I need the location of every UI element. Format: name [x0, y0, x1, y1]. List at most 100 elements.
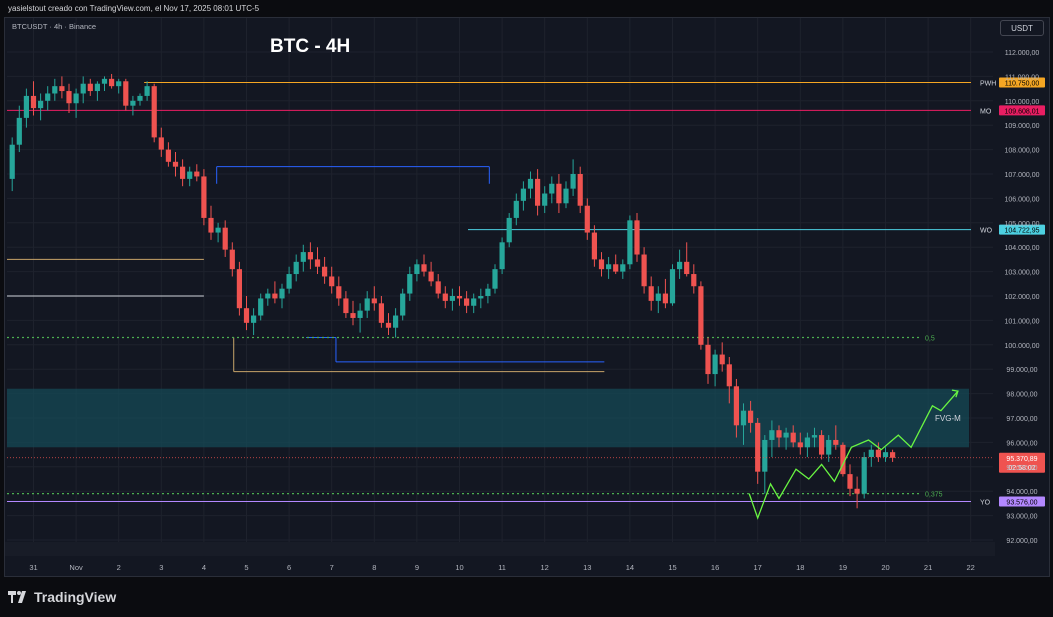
- currency-selector[interactable]: USDT: [1000, 20, 1044, 36]
- candle-body: [591, 232, 597, 260]
- candle-body: [740, 410, 747, 426]
- candle-body: [187, 171, 193, 179]
- candle-body: [655, 293, 661, 301]
- candle-body: [172, 161, 179, 167]
- x-tick-label: 5: [244, 563, 248, 572]
- chart-canvas[interactable]: FVG-M PWH 110.750,00 MO 109.608,01 WO 104.722,…: [5, 18, 1049, 576]
- candle-body: [882, 452, 889, 458]
- tradingview-logo[interactable]: TradingView: [8, 589, 116, 605]
- level-label-pwh: PWH: [980, 81, 996, 88]
- candle-body: [151, 86, 157, 138]
- x-tick-label: 17: [754, 563, 762, 572]
- candle-body: [435, 281, 441, 294]
- candle-body: [144, 86, 150, 96]
- candle-body: [59, 86, 65, 92]
- tradingview-icon: [8, 591, 26, 603]
- candle-body: [350, 313, 356, 318]
- candle-body: [677, 261, 683, 270]
- y-tick-label: 111.000,00: [1005, 74, 1039, 81]
- x-tick-label: 10: [455, 563, 463, 572]
- candle-body: [286, 274, 292, 289]
- y-tick-label: 100.000,00: [1004, 343, 1039, 350]
- level-price-label: 104.722,95: [1004, 228, 1039, 235]
- candle-body: [641, 254, 647, 287]
- candle-body: [265, 293, 271, 299]
- candle-body: [385, 322, 392, 328]
- x-tick-label: 22: [967, 563, 975, 572]
- candle-body: [797, 442, 803, 448]
- candle-body: [421, 264, 427, 272]
- y-tick-label: 105.000,00: [1004, 221, 1039, 228]
- candle-body: [485, 288, 491, 296]
- candle-body: [364, 298, 370, 311]
- candle-body: [272, 293, 278, 299]
- x-tick-label: 6: [287, 563, 291, 572]
- candle-body: [755, 422, 761, 472]
- candle-body: [513, 200, 519, 218]
- candle-body: [329, 276, 335, 287]
- candle-body: [840, 444, 846, 475]
- countdown-label: 02:58:02: [1008, 465, 1035, 472]
- candle-body: [80, 83, 86, 94]
- chart-title: BTC - 4H: [270, 36, 351, 57]
- y-tick-label: 110.000,00: [1005, 99, 1040, 106]
- projection-arrowhead: [951, 389, 959, 398]
- candle-body: [243, 308, 250, 323]
- candle-body: [94, 83, 100, 92]
- candle-body: [208, 217, 214, 233]
- x-tick-label: 20: [881, 563, 889, 572]
- level-price-tag: [999, 496, 1045, 507]
- y-tick-label: 108.000,00: [1004, 148, 1039, 155]
- candle-body: [101, 78, 108, 84]
- candle-body: [527, 178, 534, 189]
- candle-body: [449, 296, 455, 301]
- candle-body: [804, 437, 810, 448]
- candle-body: [222, 227, 228, 250]
- candle-body: [471, 298, 477, 306]
- candle-body: [769, 430, 775, 440]
- y-tick-label: 104.000,00: [1004, 245, 1039, 252]
- x-tick-label: 13: [583, 563, 591, 572]
- candle-body: [109, 78, 115, 87]
- candle-body: [726, 364, 732, 387]
- candle-body: [393, 315, 399, 328]
- y-tick-label: 97.000,00: [1006, 416, 1037, 423]
- candle-body: [414, 264, 420, 275]
- level-price-label: 93.576,00: [1006, 500, 1037, 507]
- candle-body: [542, 193, 548, 206]
- x-tick-label: 9: [415, 563, 419, 572]
- y-tick-label: 101.000,00: [1004, 318, 1039, 325]
- last-price-label: 95.370,89: [1006, 456, 1037, 463]
- candle-body: [73, 93, 79, 104]
- candle-body: [371, 298, 377, 304]
- level-price-label: 109.608,01: [1004, 108, 1039, 115]
- x-tick-label: 14: [626, 563, 634, 572]
- level-label-yo: YO: [980, 500, 991, 507]
- chart-frame[interactable]: FVG-M PWH 110.750,00 MO 109.608,01 WO 104.722,…: [4, 17, 1050, 577]
- attribution-text: yasielstout creado con TradingView.com, …: [8, 4, 260, 13]
- candle-body: [251, 315, 257, 323]
- candle-body: [9, 144, 15, 179]
- x-tick-label: 31: [29, 563, 37, 572]
- x-tick-label: 15: [668, 563, 676, 572]
- candle-body: [314, 259, 321, 267]
- level-price-tag: [999, 77, 1045, 88]
- x-tick-label: 19: [839, 563, 847, 572]
- y-tick-label: 102.000,00: [1004, 294, 1039, 301]
- candle-body: [45, 93, 51, 101]
- candle-body: [229, 249, 235, 270]
- candle-body: [826, 439, 832, 455]
- candle-body: [570, 174, 576, 189]
- candle-body: [890, 452, 896, 458]
- candle-body: [712, 354, 718, 375]
- candle-body: [123, 81, 129, 106]
- x-tick-label: 18: [796, 563, 804, 572]
- candle-body: [215, 227, 221, 233]
- y-tick-label: 109.000,00: [1004, 123, 1039, 130]
- attribution-bar: yasielstout creado con TradingView.com, …: [0, 0, 1053, 18]
- symbol-label[interactable]: BTCUSDT · 4h · Binance: [12, 22, 97, 31]
- last-price-tag: [999, 452, 1045, 473]
- candle-body: [38, 100, 44, 109]
- candle-body: [875, 449, 881, 458]
- candle-body: [464, 298, 470, 306]
